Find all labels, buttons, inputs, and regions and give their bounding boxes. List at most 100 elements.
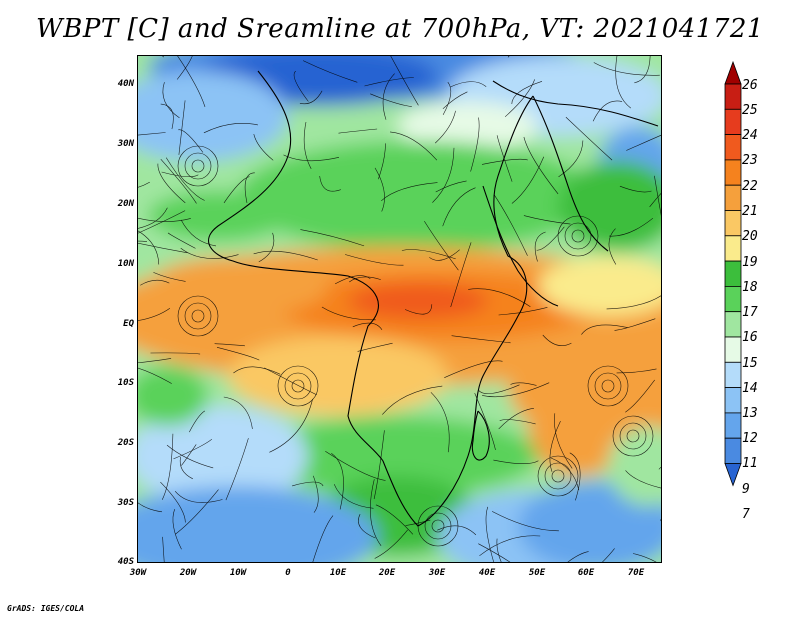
colorbar-label: 22 bbox=[742, 179, 758, 194]
streamline bbox=[634, 56, 651, 84]
streamline bbox=[178, 100, 186, 155]
streamline bbox=[138, 502, 163, 513]
streamline bbox=[312, 515, 334, 562]
streamline bbox=[430, 392, 450, 453]
streamline bbox=[338, 128, 378, 134]
streamline-eddy bbox=[594, 372, 622, 400]
colorbar-label: 18 bbox=[742, 280, 758, 295]
credit-text: GrADS: IGES/COLA bbox=[7, 604, 85, 613]
streamline bbox=[593, 62, 660, 76]
streamline bbox=[161, 433, 174, 500]
streamline bbox=[160, 103, 174, 130]
colorbar-segment bbox=[724, 260, 742, 287]
streamline bbox=[534, 231, 546, 262]
streamline bbox=[485, 506, 495, 562]
map-panel bbox=[137, 55, 662, 563]
streamline-eddy bbox=[177, 145, 219, 187]
streamline-eddy bbox=[184, 302, 212, 330]
colorbar-segment bbox=[724, 311, 742, 338]
streamline-eddy bbox=[284, 372, 312, 400]
colorbar-label: 15 bbox=[742, 356, 758, 371]
streamline bbox=[549, 420, 561, 472]
streamline-eddy bbox=[191, 159, 205, 173]
streamline bbox=[180, 219, 217, 247]
streamline bbox=[162, 536, 165, 562]
streamline-eddy bbox=[191, 309, 205, 323]
streamline bbox=[269, 398, 313, 453]
streamline-eddy bbox=[612, 415, 654, 457]
streamline bbox=[313, 475, 319, 513]
streamline bbox=[325, 450, 386, 481]
streamline-eddy bbox=[424, 512, 452, 540]
streamline bbox=[157, 163, 186, 204]
streamline bbox=[592, 100, 623, 122]
streamline bbox=[375, 504, 414, 535]
streamline bbox=[499, 419, 536, 425]
streamline bbox=[370, 479, 382, 546]
streamline bbox=[180, 247, 239, 259]
streamline bbox=[373, 430, 385, 500]
lon-tick-label: 30E bbox=[428, 568, 446, 578]
streamline bbox=[565, 116, 613, 161]
streamline bbox=[166, 444, 214, 469]
streamline bbox=[450, 242, 472, 308]
streamline bbox=[150, 352, 201, 355]
streamline bbox=[319, 175, 341, 192]
streamline bbox=[176, 56, 193, 80]
streamline bbox=[616, 368, 657, 374]
streamline bbox=[602, 548, 615, 562]
streamline bbox=[550, 457, 580, 490]
streamline bbox=[175, 489, 219, 535]
colorbar-label: 16 bbox=[742, 330, 758, 345]
streamline bbox=[138, 181, 150, 188]
streamline bbox=[173, 438, 213, 460]
streamline bbox=[496, 135, 513, 182]
colorbar-segment bbox=[724, 210, 742, 237]
streamline bbox=[615, 56, 631, 109]
streamline-eddy bbox=[184, 152, 212, 180]
streamline bbox=[161, 171, 199, 178]
streamline bbox=[300, 229, 365, 247]
colorbar-segment bbox=[724, 437, 742, 464]
colorbar-label: 26 bbox=[742, 78, 758, 93]
streamline bbox=[405, 519, 431, 526]
lat-tick-label: EQ bbox=[123, 319, 134, 329]
streamline-eddy bbox=[571, 229, 585, 243]
streamline bbox=[442, 91, 468, 110]
streamline-eddy bbox=[431, 519, 445, 533]
streamline bbox=[264, 367, 317, 396]
lat-tick-label: 10S bbox=[117, 378, 134, 388]
streamline bbox=[160, 159, 197, 204]
streamline bbox=[435, 180, 467, 193]
streamline bbox=[138, 367, 172, 384]
streamline bbox=[165, 157, 205, 201]
streamline bbox=[437, 525, 477, 536]
streamline bbox=[482, 382, 550, 398]
streamline bbox=[626, 134, 661, 151]
colorbar-label: 21 bbox=[742, 204, 758, 219]
colorbar-label: 11 bbox=[742, 456, 758, 471]
streamline bbox=[140, 279, 170, 286]
streamline-eddy bbox=[551, 469, 565, 483]
lon-tick-label: 40E bbox=[478, 568, 496, 578]
streamline bbox=[481, 158, 528, 165]
streamline bbox=[153, 272, 186, 282]
lon-tick-label: 10E bbox=[329, 568, 347, 578]
streamline bbox=[138, 240, 148, 242]
streamline-eddy bbox=[587, 365, 629, 407]
streamline bbox=[189, 410, 206, 433]
streamline bbox=[434, 110, 456, 144]
streamline bbox=[223, 396, 253, 429]
streamline bbox=[498, 307, 548, 316]
streamline bbox=[493, 194, 528, 256]
lat-tick-label: 10N bbox=[117, 259, 134, 269]
lon-tick-label: 70E bbox=[627, 568, 645, 578]
streamline bbox=[569, 452, 581, 501]
streamline bbox=[321, 306, 376, 321]
lat-tick-label: 40S bbox=[117, 557, 134, 567]
colorbar-segment bbox=[724, 387, 742, 414]
streamline bbox=[138, 207, 168, 229]
streamline bbox=[542, 334, 572, 346]
streamline bbox=[203, 123, 258, 134]
streamline bbox=[138, 132, 166, 136]
